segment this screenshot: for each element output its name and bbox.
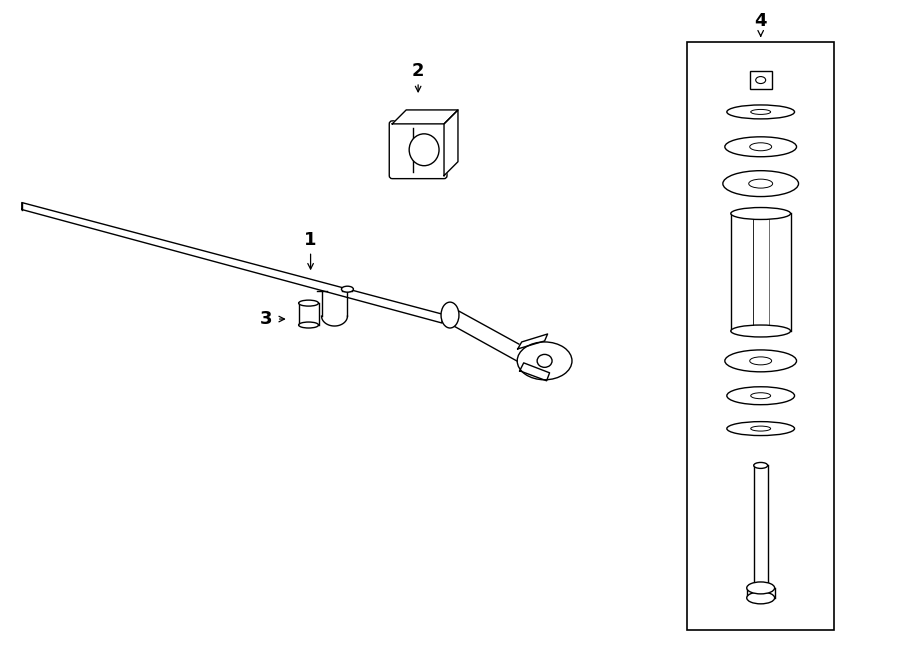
Ellipse shape [537,354,552,368]
Polygon shape [392,110,458,124]
Polygon shape [444,110,458,176]
Ellipse shape [750,143,771,151]
Ellipse shape [750,357,771,365]
Ellipse shape [756,77,766,83]
FancyBboxPatch shape [687,42,834,630]
Ellipse shape [751,426,770,431]
Ellipse shape [731,208,790,219]
Polygon shape [22,202,442,323]
Ellipse shape [341,286,354,292]
Ellipse shape [518,342,572,380]
Ellipse shape [747,582,775,594]
Ellipse shape [731,325,790,337]
Text: 1: 1 [304,231,317,249]
Ellipse shape [727,387,795,405]
Polygon shape [518,334,547,349]
Ellipse shape [727,422,795,436]
Text: 2: 2 [412,62,425,80]
Text: 4: 4 [754,13,767,30]
Ellipse shape [723,171,798,196]
FancyBboxPatch shape [390,121,447,178]
Ellipse shape [751,393,770,399]
Ellipse shape [410,134,439,166]
Ellipse shape [747,592,775,604]
Ellipse shape [753,463,768,469]
Ellipse shape [724,350,796,372]
Ellipse shape [299,322,319,328]
Polygon shape [519,363,550,381]
Ellipse shape [727,105,795,119]
Ellipse shape [749,179,772,188]
FancyBboxPatch shape [750,71,771,89]
Ellipse shape [441,302,459,328]
Ellipse shape [724,137,796,157]
Ellipse shape [299,300,319,306]
Text: 3: 3 [260,310,273,328]
Ellipse shape [751,110,770,114]
